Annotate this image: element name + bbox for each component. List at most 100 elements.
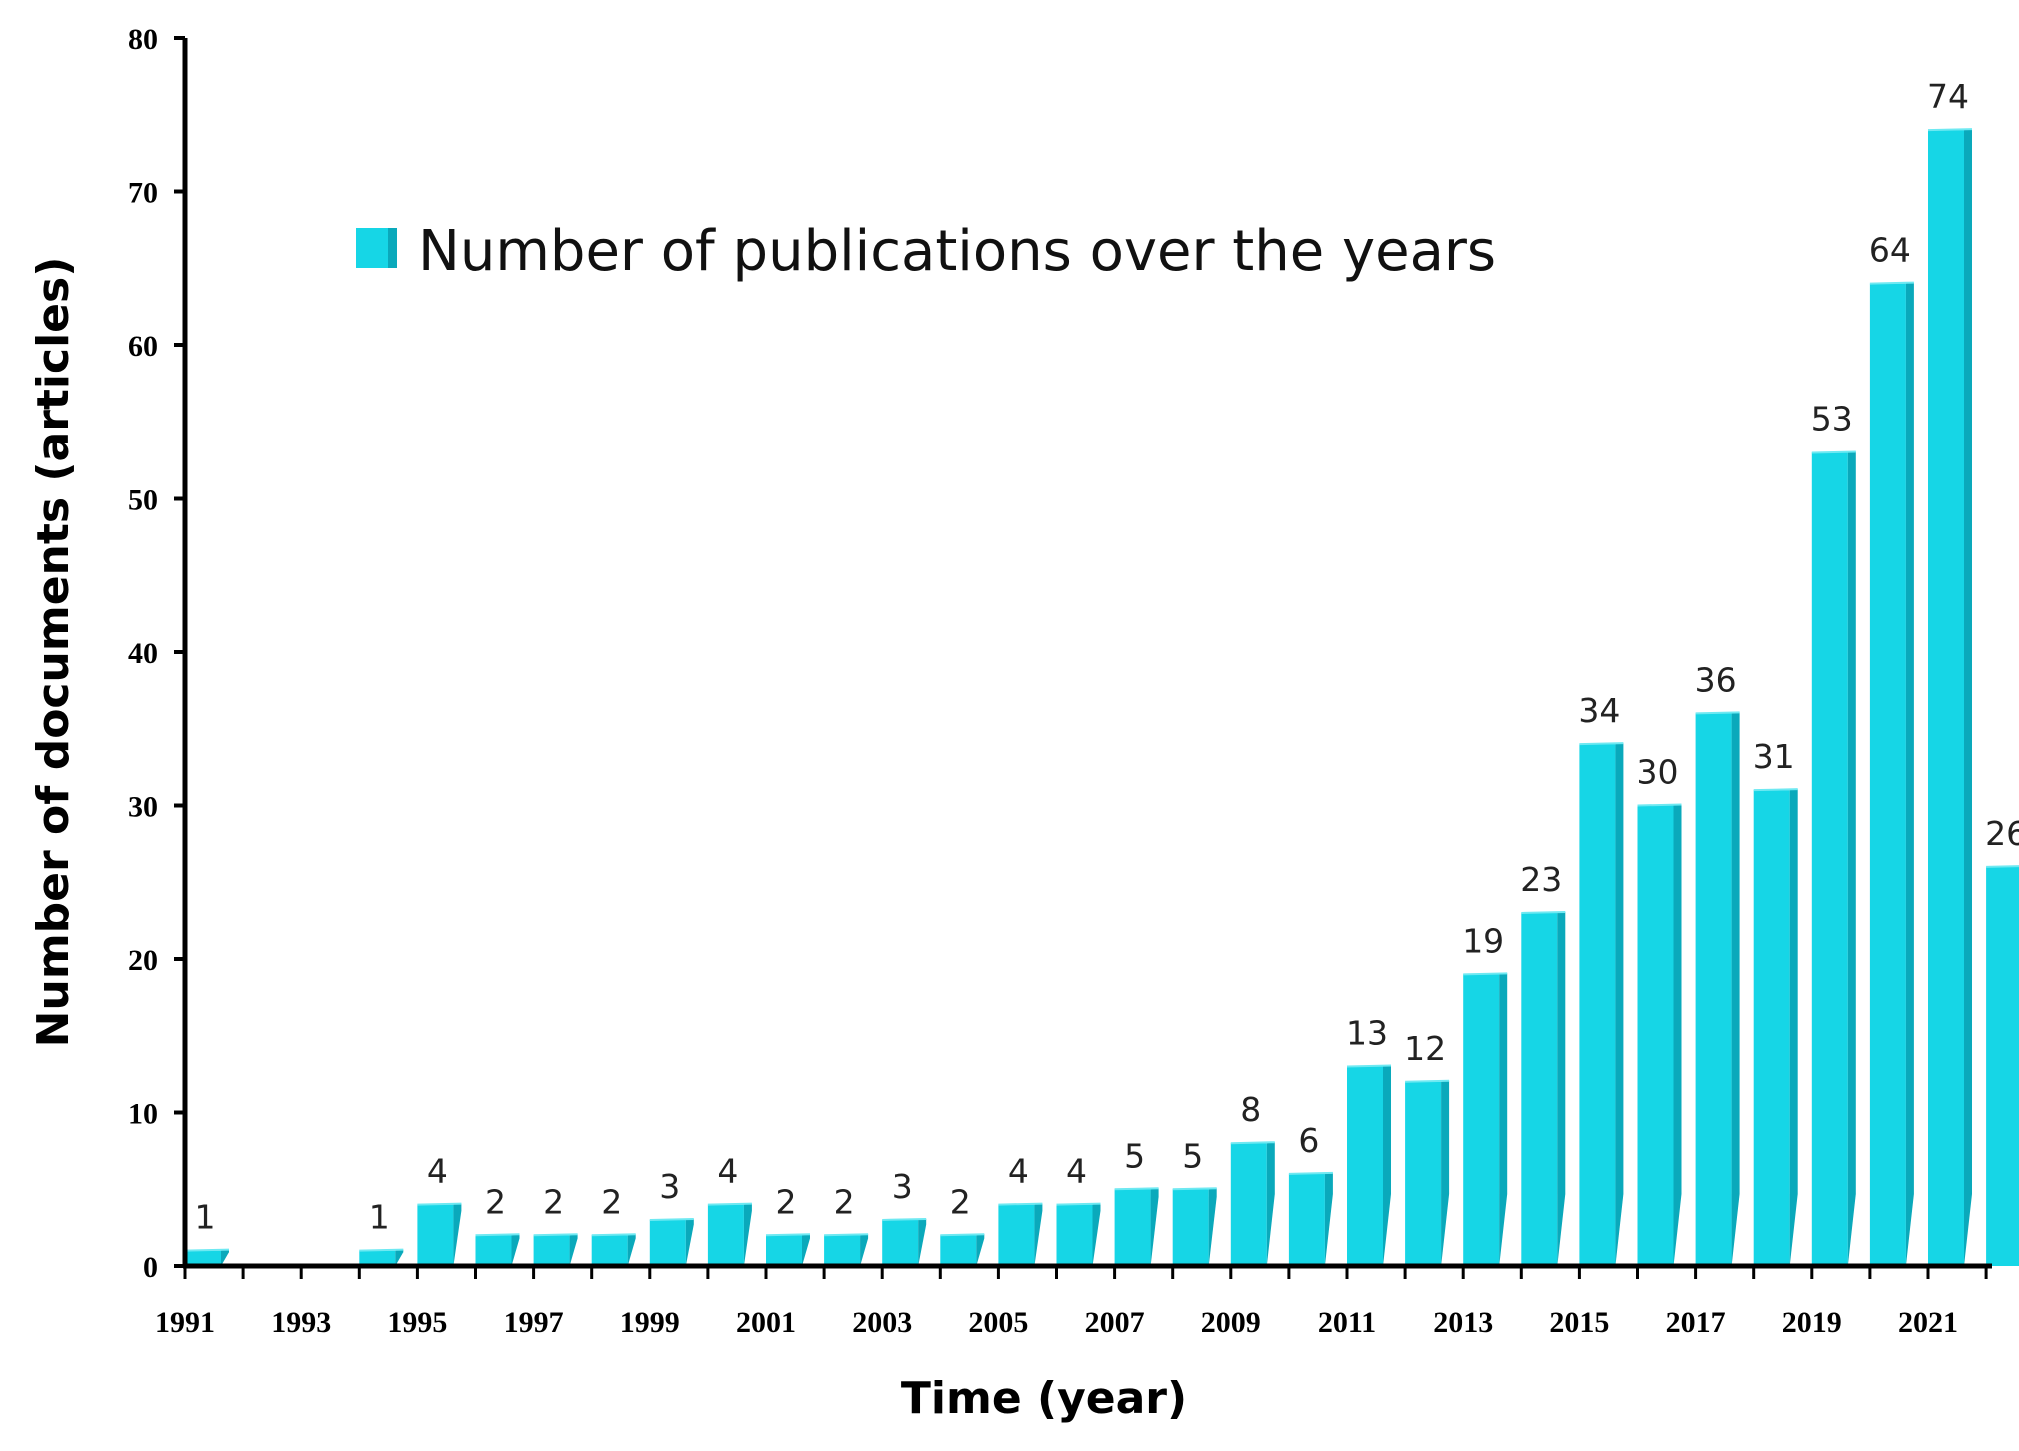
bar-top-edge: [649, 1217, 694, 1221]
bar-top-edge: [417, 1202, 462, 1206]
x-tick-label: 2001: [736, 1306, 796, 1339]
bar-top-edge: [1986, 865, 2019, 868]
x-tick-label: 2019: [1782, 1306, 1842, 1339]
data-label-1991: 1: [195, 1198, 216, 1237]
bar-side: [1673, 804, 1682, 1266]
bar-1997: [533, 1233, 578, 1266]
bar-top-edge: [1637, 803, 1682, 807]
data-label-2020: 64: [1869, 231, 1911, 270]
data-label-2015: 34: [1578, 691, 1620, 730]
bar-2004: [940, 1233, 985, 1266]
data-label-1999: 3: [659, 1167, 680, 1206]
bar-top-edge: [1695, 711, 1740, 715]
bar-side: [1557, 911, 1566, 1266]
data-label-2016: 30: [1637, 753, 1679, 792]
bar-top-edge: [1579, 742, 1624, 746]
data-label-2004: 2: [950, 1182, 971, 1221]
bar-front: [824, 1235, 861, 1266]
data-label-2014: 23: [1520, 860, 1562, 899]
bar-2015: [1579, 742, 1624, 1266]
bar-2020: [1869, 281, 1914, 1267]
bar-top-edge: [533, 1233, 578, 1237]
bar-side: [1615, 743, 1624, 1266]
x-tick-label: 2015: [1549, 1306, 1609, 1339]
bar-2011: [1346, 1064, 1392, 1266]
x-tick-label: 2009: [1201, 1306, 1261, 1339]
bar-top-edge: [475, 1233, 520, 1237]
bar-side: [1034, 1203, 1043, 1266]
data-label-1995: 4: [427, 1152, 448, 1191]
data-label-2012: 12: [1404, 1029, 1446, 1068]
bar-1995: [417, 1202, 462, 1266]
bar-2017: [1695, 711, 1740, 1266]
bar-top-edge: [882, 1217, 927, 1221]
bar-top-edge: [1056, 1202, 1101, 1206]
bar-2018: [1753, 788, 1798, 1266]
bar-side: [1150, 1188, 1159, 1266]
data-label-2013: 19: [1462, 921, 1504, 960]
bar-front: [1288, 1173, 1325, 1266]
bar-front: [1928, 130, 1964, 1267]
data-label-2006: 4: [1066, 1152, 1087, 1191]
bar-2022: [1986, 865, 2019, 1266]
bar-top-edge: [1172, 1187, 1217, 1191]
bar-side: [1499, 973, 1508, 1266]
bar-front: [1869, 283, 1906, 1267]
legend-swatch: [356, 228, 388, 268]
data-label-1998: 2: [601, 1182, 622, 1221]
bar-front: [882, 1219, 919, 1266]
bar-side: [395, 1249, 404, 1266]
bar-top-edge: [1463, 972, 1508, 976]
x-tick-label: 1991: [155, 1306, 215, 1339]
data-label-2017: 36: [1695, 660, 1737, 699]
bar-2010: [1288, 1171, 1333, 1266]
data-label-1997: 2: [543, 1182, 564, 1221]
x-axis-ticks: 1991 1993 1995 1997 1999 2001 2003 2005 2007 2009…: [155, 1266, 1988, 1339]
bar-front: [1521, 912, 1558, 1266]
bar-front: [1463, 974, 1500, 1266]
bar-side: [1208, 1188, 1217, 1266]
bar-side: [453, 1203, 462, 1266]
bar-1994: [359, 1248, 404, 1266]
data-label-2010: 6: [1298, 1121, 1319, 1160]
data-label-2007: 5: [1124, 1136, 1145, 1175]
bar-front: [1811, 452, 1848, 1266]
bar-side: [1731, 712, 1740, 1266]
bar-top-edge: [765, 1233, 811, 1237]
bar-2007: [1114, 1187, 1159, 1266]
bar-front: [1986, 866, 2019, 1266]
y-axis-ticks: 0 10 20 30 40 50 60 70 80: [128, 23, 185, 1284]
bar-1991: [184, 1248, 230, 1266]
bar-side: [976, 1234, 985, 1266]
y-tick-label: 0: [143, 1251, 158, 1284]
bar-2008: [1172, 1187, 1217, 1266]
bar-top-edge: [998, 1202, 1043, 1206]
bar-top-edge: [1753, 788, 1798, 792]
bar-1998: [591, 1233, 636, 1266]
bar-top-edge: [591, 1233, 636, 1237]
bar-front: [1753, 790, 1790, 1266]
bar-top-edge: [1811, 450, 1856, 454]
bar-side: [221, 1249, 229, 1266]
bar-series: [184, 128, 2019, 1267]
bar-front: [1637, 805, 1674, 1266]
data-label-2000: 4: [717, 1152, 738, 1191]
x-tick-label: 2017: [1666, 1306, 1726, 1339]
y-tick-label: 60: [128, 330, 158, 363]
legend: Number of publications over the years: [356, 219, 1496, 284]
bar-front: [1114, 1189, 1151, 1266]
legend-swatch-side: [388, 228, 397, 268]
x-tick-label: 2021: [1898, 1306, 1958, 1339]
bar-2002: [824, 1233, 869, 1266]
y-tick-label: 80: [128, 23, 158, 56]
bar-top-edge: [940, 1233, 985, 1237]
bar-side: [918, 1218, 927, 1266]
x-axis-title: Time (year): [901, 1373, 1187, 1424]
bar-side: [1964, 129, 1972, 1267]
bar-2016: [1637, 803, 1682, 1266]
bar-2021: [1927, 128, 1973, 1267]
bar-2001: [765, 1233, 811, 1266]
bar-front: [1172, 1189, 1209, 1266]
x-tick-label: 2003: [852, 1306, 912, 1339]
